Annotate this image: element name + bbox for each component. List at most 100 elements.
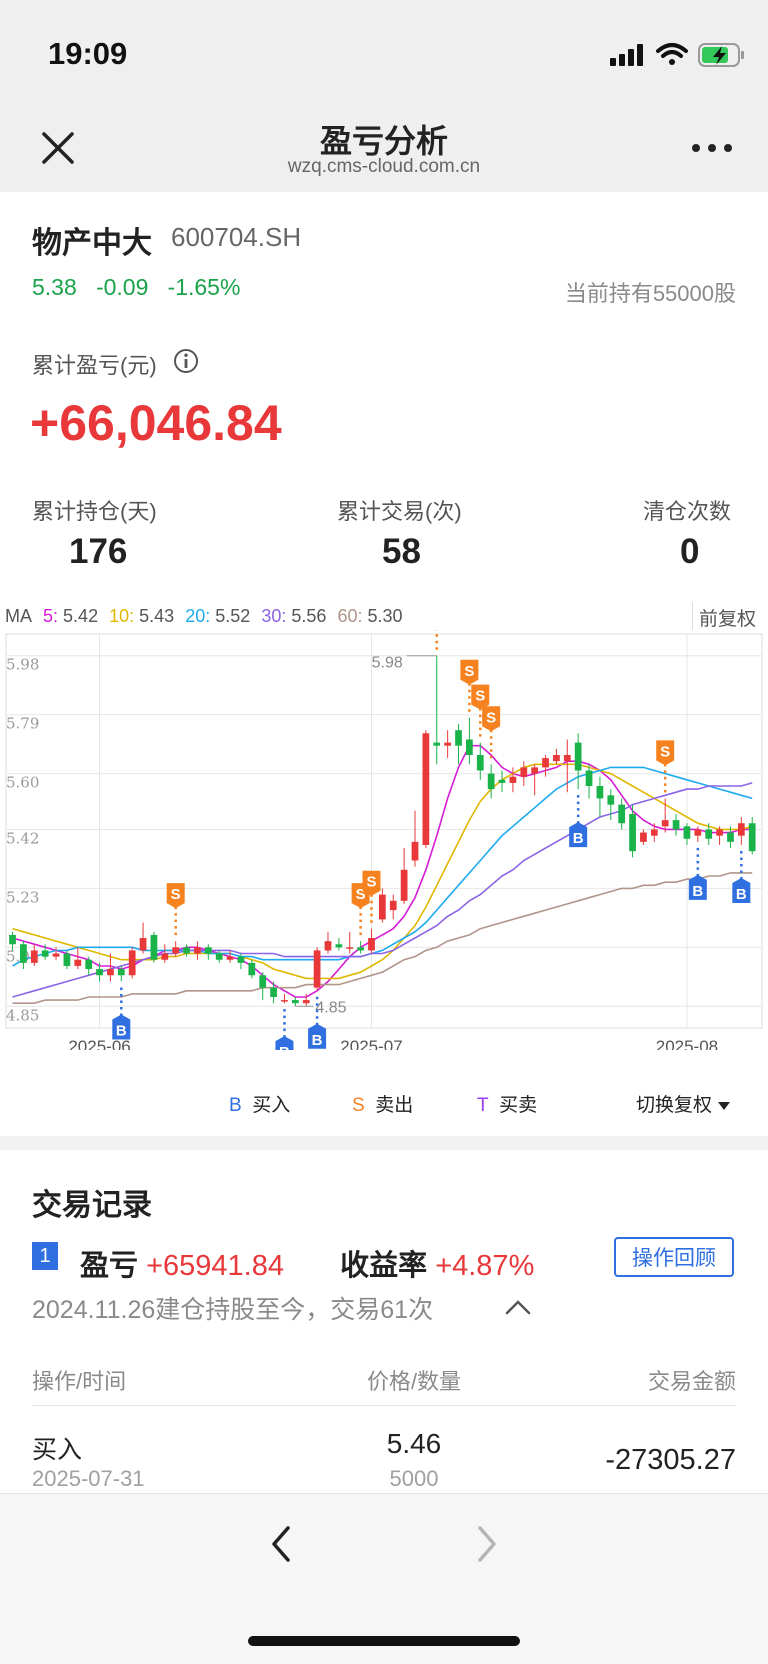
buy-marker: B	[308, 996, 327, 1049]
candle	[335, 938, 343, 951]
back-icon[interactable]	[268, 1524, 294, 1564]
legend-buy: B 买入	[229, 1090, 290, 1117]
candle-body	[748, 823, 756, 852]
candle-body	[737, 823, 745, 836]
col-header-amount: 交易金额	[647, 1369, 736, 1394]
candle	[444, 730, 452, 759]
ma-prefix: MA	[5, 606, 32, 626]
legend-both-key: T	[477, 1095, 489, 1116]
max-price-label: 5.98	[372, 655, 403, 672]
pnl-summary-value: +65941.84	[146, 1250, 284, 1282]
return-label: 收益率	[340, 1250, 428, 1282]
candle	[52, 947, 60, 960]
candle-body	[172, 947, 180, 954]
marker-pin	[471, 684, 490, 710]
close-icon[interactable]	[36, 126, 80, 170]
page-title: 盈亏分析	[319, 123, 448, 159]
marker-pin	[460, 659, 479, 685]
sell-marker: S	[656, 740, 675, 793]
row-price: 5.46	[386, 1428, 442, 1459]
candle	[346, 931, 354, 954]
y-tick-label: 5.60	[6, 774, 39, 792]
chevron-up-icon[interactable]	[505, 1298, 531, 1316]
triangle-down-icon	[718, 1101, 731, 1110]
candle	[607, 789, 615, 821]
candle-body	[661, 820, 669, 827]
legend-sell-label: 卖出	[375, 1095, 414, 1116]
candle	[389, 894, 397, 920]
battery-charging-icon	[698, 43, 744, 67]
ma60-key: 60:	[337, 606, 363, 626]
candle	[400, 848, 408, 904]
candle	[694, 826, 702, 842]
candle-body	[302, 1000, 310, 1004]
marker-pin	[656, 740, 675, 766]
marker-letter: B	[736, 886, 747, 903]
marker-pin	[275, 1036, 294, 1050]
candle-body	[531, 767, 539, 774]
candle-body	[444, 742, 452, 746]
candle	[30, 944, 38, 966]
candle-body	[487, 773, 495, 790]
candle-body	[20, 944, 27, 963]
candle-body	[74, 959, 82, 966]
stock-change-pct: -1.65%	[167, 274, 241, 300]
candle	[585, 764, 593, 799]
switch-adjust-button[interactable]: 切换复权	[636, 1090, 731, 1117]
buy-marker: B	[569, 795, 588, 848]
candle	[661, 798, 669, 833]
candle	[727, 826, 734, 849]
ma30-key: 30:	[261, 606, 287, 626]
legend-sell: S 卖出	[352, 1090, 413, 1117]
candle-body	[574, 742, 582, 771]
candle	[237, 953, 245, 970]
ma20-legend: 20: 5.52	[185, 606, 250, 626]
pnl-summary-label: 盈亏	[80, 1250, 139, 1282]
candle-body	[672, 820, 680, 830]
row-date: 2025-07-31	[32, 1466, 145, 1491]
forward-icon[interactable]	[474, 1524, 500, 1564]
candle	[737, 817, 745, 845]
record-summary: 盈亏 +65941.84 收益率 +4.87%	[80, 1242, 534, 1284]
adjust-mode-button[interactable]: 前复权	[699, 609, 757, 630]
candle-body	[400, 869, 408, 901]
candle-body	[476, 754, 484, 771]
sell-marker: S	[362, 870, 381, 923]
candle-body	[694, 829, 702, 836]
more-icon[interactable]	[688, 138, 736, 158]
candle	[596, 776, 604, 818]
x-tick-label: 2025-08	[656, 1037, 718, 1050]
candle-body	[161, 953, 169, 960]
marker-letter: S	[356, 886, 366, 903]
candle-body	[727, 832, 734, 842]
candle	[139, 922, 147, 954]
candle-body	[650, 829, 658, 836]
price-row: 5.38 -0.09 -1.65%	[32, 274, 240, 301]
candle-body	[585, 770, 593, 787]
candle	[433, 655, 441, 765]
candlestick-chart[interactable]: 5.985.795.605.425.235.044.852025-062025-…	[0, 630, 768, 1050]
ma5-line	[12, 744, 753, 998]
marker-letter: B	[312, 1032, 323, 1049]
marker-letter: S	[660, 743, 670, 760]
candle	[270, 981, 277, 1004]
review-button[interactable]: 操作回顾	[614, 1237, 734, 1277]
candle	[248, 959, 256, 979]
stat-value-trades: 58	[382, 532, 421, 571]
candle-body	[107, 969, 114, 976]
candle-body	[85, 959, 93, 970]
info-icon[interactable]	[173, 348, 199, 374]
candle	[281, 993, 288, 1004]
page-url: wzq.cms-cloud.com.cn	[287, 156, 481, 177]
candle-body	[716, 829, 723, 836]
ma20-line	[12, 766, 753, 967]
ma5-value: 5.42	[63, 606, 99, 626]
col-header-op-time: 操作/时间	[32, 1369, 127, 1394]
header-divider	[32, 1405, 736, 1406]
row-operation: 买入	[32, 1436, 83, 1464]
marker-pin	[732, 877, 751, 903]
stock-code: 600704.SH	[171, 222, 302, 252]
candle-body	[553, 754, 560, 762]
ma60-line	[12, 872, 753, 1005]
candle-body	[313, 950, 321, 988]
